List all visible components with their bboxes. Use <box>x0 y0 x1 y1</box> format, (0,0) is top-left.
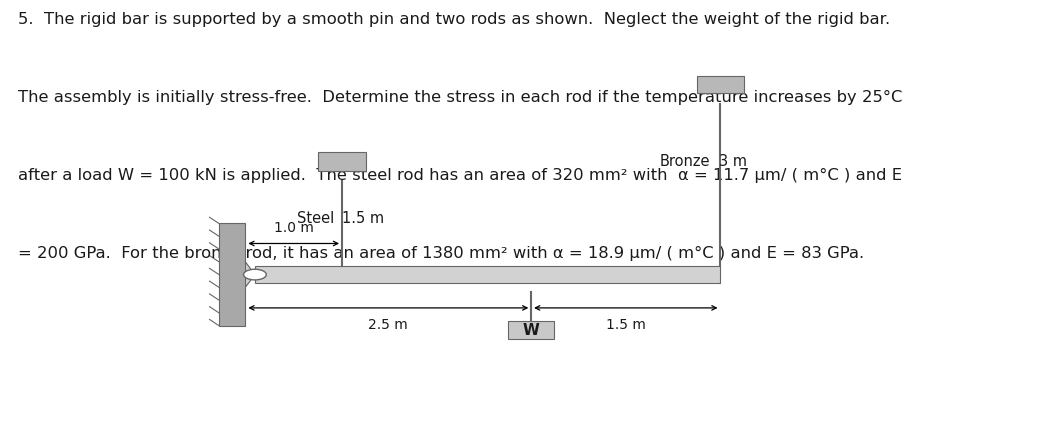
Bar <box>696 76 744 93</box>
Text: W: W <box>523 323 539 337</box>
Circle shape <box>244 269 266 280</box>
Text: The assembly is initially stress-free.  Determine the stress in each rod if the : The assembly is initially stress-free. D… <box>19 90 903 105</box>
Bar <box>219 224 246 326</box>
Bar <box>508 321 554 339</box>
Text: 3 m: 3 m <box>719 154 747 169</box>
Bar <box>255 266 720 283</box>
Text: 1.5 m: 1.5 m <box>606 318 645 332</box>
Text: 2.5 m: 2.5 m <box>369 318 408 332</box>
Bar <box>319 152 365 171</box>
Text: 1.0 m: 1.0 m <box>274 222 313 236</box>
Text: = 200 GPa.  For the bronze rod, it has an area of 1380 mm² with α = 18.9 μm/ ( m: = 200 GPa. For the bronze rod, it has an… <box>19 246 864 261</box>
Text: 1.5 m: 1.5 m <box>342 211 384 226</box>
Text: after a load W = 100 kN is applied.  The steel rod has an area of 320 mm² with  : after a load W = 100 kN is applied. The … <box>19 168 903 183</box>
Text: Bronze: Bronze <box>660 154 710 169</box>
Text: Steel: Steel <box>297 211 334 226</box>
Polygon shape <box>246 262 255 287</box>
Text: 5.  The rigid bar is supported by a smooth pin and two rods as shown.  Neglect t: 5. The rigid bar is supported by a smoot… <box>19 13 890 28</box>
